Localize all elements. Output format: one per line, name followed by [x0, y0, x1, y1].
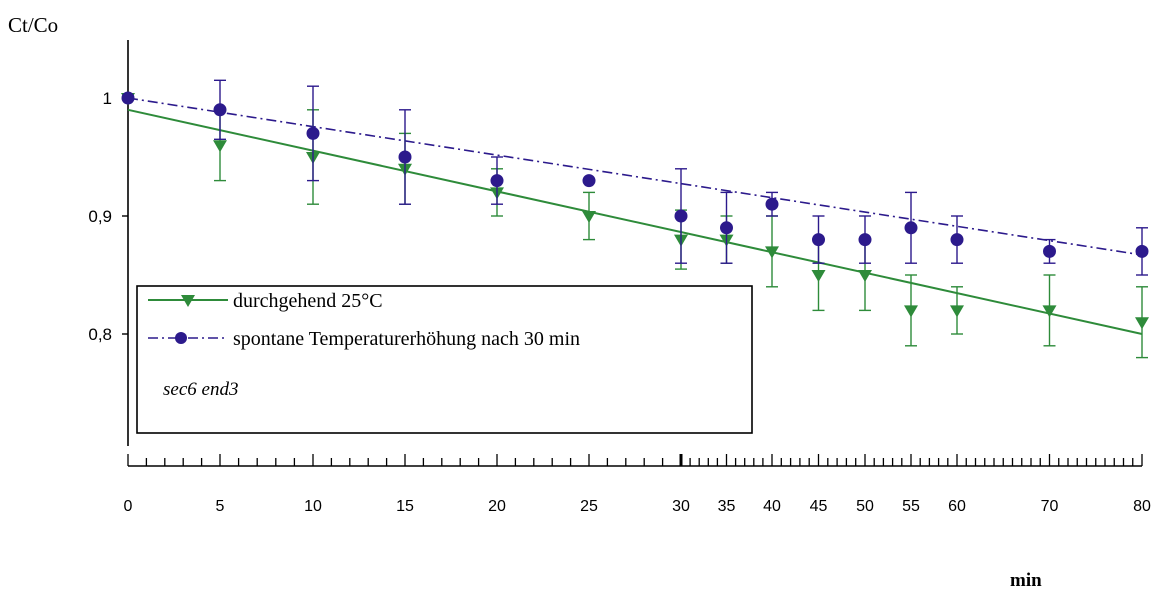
data-point — [858, 233, 872, 247]
data-point — [812, 233, 825, 247]
data-point — [904, 221, 918, 235]
x-tick-label: 0 — [124, 498, 133, 515]
y-axis-title: Ct/Co — [8, 13, 58, 37]
data-series — [121, 79, 1149, 359]
y-tick-label: 0,8 — [88, 325, 112, 344]
x-axis: 0 5 10 15 20 25 30 35 40 45 50 55 60 70 80 — [124, 454, 1151, 515]
legend: durchgehend 25°C spontane Temperaturerhö… — [136, 285, 753, 434]
trend-line-series-2 — [127, 97, 1143, 256]
x-tick-label: 45 — [810, 498, 828, 515]
x-tick-label: 35 — [718, 498, 736, 515]
y-axis: 1 0,9 0,8 — [88, 40, 129, 446]
x-axis-title: min — [1010, 570, 1042, 591]
x-tick-label: 10 — [304, 498, 322, 515]
legend-marker-series-2 — [175, 332, 187, 344]
data-point — [121, 91, 135, 105]
data-point — [490, 174, 504, 188]
trend-line-series-1 — [127, 108, 1143, 335]
trend-lines — [127, 97, 1143, 335]
x-tick-label: 25 — [580, 498, 598, 515]
legend-label-series-1: durchgehend 25°C — [233, 290, 383, 312]
data-point — [950, 305, 964, 318]
x-tick-label: 50 — [856, 498, 874, 515]
data-point — [720, 221, 733, 235]
y-tick-label: 1 — [103, 89, 112, 108]
legend-box — [136, 285, 753, 434]
data-point — [904, 305, 918, 318]
x-tick-label: 40 — [763, 498, 781, 515]
data-point — [674, 209, 688, 223]
data-point — [1043, 244, 1056, 258]
data-point — [213, 103, 227, 117]
legend-marker-series-1 — [181, 295, 195, 307]
data-point — [811, 270, 826, 282]
data-point — [306, 126, 320, 140]
data-point — [1042, 305, 1057, 318]
data-point — [398, 150, 412, 164]
series-2 — [121, 79, 1149, 276]
x-tick-label: 60 — [948, 498, 966, 515]
x-tick-label: 70 — [1041, 498, 1059, 515]
x-tick-label: 20 — [488, 498, 506, 515]
legend-label-series-2: spontane Temperaturerhöhung nach 30 min — [233, 328, 580, 350]
data-point — [1135, 317, 1149, 330]
data-point — [765, 197, 779, 211]
data-point — [858, 270, 872, 282]
series-1 — [121, 93, 1149, 359]
data-point — [582, 211, 596, 223]
data-point — [765, 246, 779, 259]
x-tick-label: 80 — [1133, 498, 1151, 515]
data-point — [213, 140, 227, 153]
data-point — [1135, 244, 1149, 258]
y-tick-label: 0,9 — [88, 207, 112, 226]
legend-annotation: sec6 end3 — [163, 379, 238, 400]
x-tick-label: 30 — [672, 498, 690, 515]
data-point — [950, 233, 964, 247]
x-tick-label: 5 — [216, 498, 225, 515]
data-point — [582, 174, 596, 188]
x-tick-label: 55 — [902, 498, 920, 515]
x-tick-label: 15 — [396, 498, 414, 515]
